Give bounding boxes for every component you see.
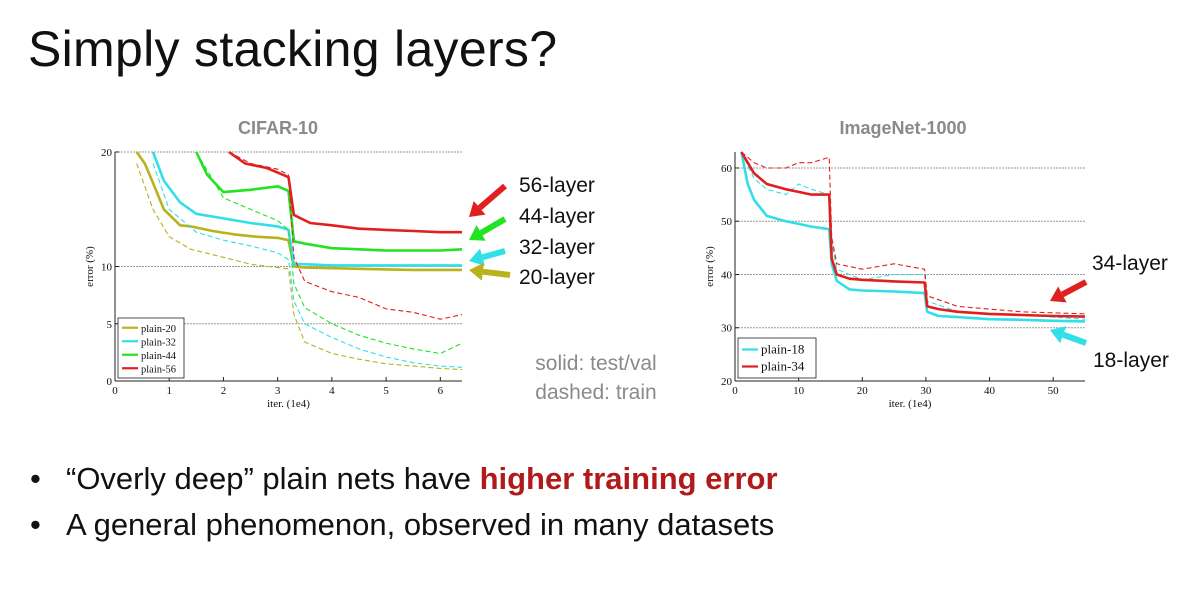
series-plain-18-test	[740, 151, 1085, 323]
x-tick-label: 50	[1048, 385, 1060, 397]
y-axis-label: error (%)	[704, 246, 716, 287]
legend-label: plain-32	[141, 337, 176, 348]
legend-note: solid: test/val	[535, 352, 656, 375]
arrow-head	[469, 225, 486, 241]
plot-area	[135, 151, 462, 371]
series-plain-44-test	[195, 151, 462, 252]
x-tick-label: 20	[857, 385, 869, 397]
x-tick-label: 6	[438, 385, 444, 397]
y-tick-label: 40	[721, 269, 733, 281]
arrow-head	[1050, 326, 1067, 344]
arrow-head	[469, 248, 485, 266]
series-plain-20-train	[136, 163, 462, 371]
bullet-list: • “Overly deep” plain nets have higher tr…	[30, 456, 778, 548]
bullet-1: • “Overly deep” plain nets have higher tr…	[30, 456, 778, 502]
y-axis-label: error (%)	[84, 246, 96, 287]
x-tick-label: 5	[383, 385, 389, 397]
x-tick-label: 10	[793, 385, 805, 397]
arrow-shaft	[479, 216, 507, 236]
layer-label: 34-layer	[1092, 252, 1168, 275]
legend-box	[737, 337, 817, 379]
arrow-shaft	[1060, 279, 1088, 298]
arrow-shaft	[1062, 331, 1088, 346]
series-plain-34-train	[741, 151, 1085, 315]
legend-label: plain-18	[761, 342, 804, 357]
layer-annotations: 56-layer 44-layer 32-layer 20-layer 34-layer…	[469, 174, 1169, 372]
layer-label: 44-layer	[519, 205, 595, 228]
x-tick-label: 30	[920, 385, 932, 397]
series-plain-32-train	[152, 163, 462, 368]
series-plain-20-test	[135, 151, 462, 272]
bullet-dot: •	[30, 507, 41, 542]
layer-label: 32-layer	[519, 236, 595, 259]
series-plain-32-test	[151, 151, 462, 267]
legend-label: plain-44	[141, 351, 177, 362]
y-tick-label: 60	[721, 163, 733, 175]
y-tick-label: 0	[107, 376, 113, 388]
bullet-dot: •	[30, 461, 41, 496]
series-plain-56-train	[228, 151, 462, 320]
x-axis-label: iter. (1e4)	[889, 398, 932, 410]
x-tick-label: 3	[275, 385, 281, 397]
chart-1: CIFAR-10 0 1 2 3 4 5 6 0 5 10 20 iter. (1e4) error (%…	[84, 118, 462, 410]
bullet-1-text: “Overly deep” plain nets have	[66, 461, 480, 496]
legend: plain-20 plain-32 plain-44 plain-56	[117, 317, 185, 379]
plot-area	[740, 151, 1085, 323]
x-tick-label: 4	[329, 385, 335, 397]
series-plain-56-test	[228, 151, 462, 234]
arrow-head	[1050, 286, 1067, 303]
y-tick-label: 5	[107, 319, 113, 331]
legend-note: dashed: train	[535, 381, 656, 404]
y-tick-label: 50	[721, 216, 733, 228]
series-plain-34-test	[740, 151, 1085, 318]
arrow-shaft	[481, 248, 506, 261]
arrow-shaft	[477, 183, 507, 211]
x-tick-label: 0	[112, 385, 118, 397]
x-tick-label: 0	[732, 385, 738, 397]
layer-label: 18-layer	[1093, 349, 1169, 372]
chart-2: ImageNet-1000 0 10 20 30 40 50 20 30 40 50 60 iter. …	[704, 118, 1085, 410]
bullet-1-highlight: higher training error	[479, 461, 778, 496]
y-tick-label: 30	[721, 323, 733, 335]
y-tick-label: 20	[101, 147, 113, 159]
x-tick-label: 2	[221, 385, 227, 397]
bullet-2-text: A general phenomenon, observed in many d…	[66, 507, 775, 542]
x-axis-label: iter. (1e4)	[267, 398, 310, 410]
chart-title: ImageNet-1000	[839, 118, 966, 138]
x-tick-label: 1	[166, 385, 172, 397]
layer-label: 20-layer	[519, 266, 595, 289]
chart-title: CIFAR-10	[238, 118, 318, 138]
arrow-shaft	[482, 268, 511, 278]
legend-label: plain-34	[761, 359, 805, 374]
series-plain-44-train	[195, 151, 462, 355]
legend: plain-18 plain-34	[737, 337, 817, 379]
legend-label: plain-20	[141, 324, 176, 335]
legend-label: plain-56	[141, 364, 176, 375]
bullet-2: • A general phenomenon, observed in many …	[30, 502, 778, 548]
arrow-head	[469, 262, 484, 281]
y-tick-label: 10	[101, 262, 113, 274]
series-plain-18-train	[740, 151, 1085, 320]
x-tick-label: 40	[984, 385, 996, 397]
y-tick-label: 20	[721, 376, 733, 388]
layer-label: 56-layer	[519, 174, 595, 197]
slide-title: Simply stacking layers?	[28, 21, 558, 77]
arrow-head	[469, 201, 486, 217]
